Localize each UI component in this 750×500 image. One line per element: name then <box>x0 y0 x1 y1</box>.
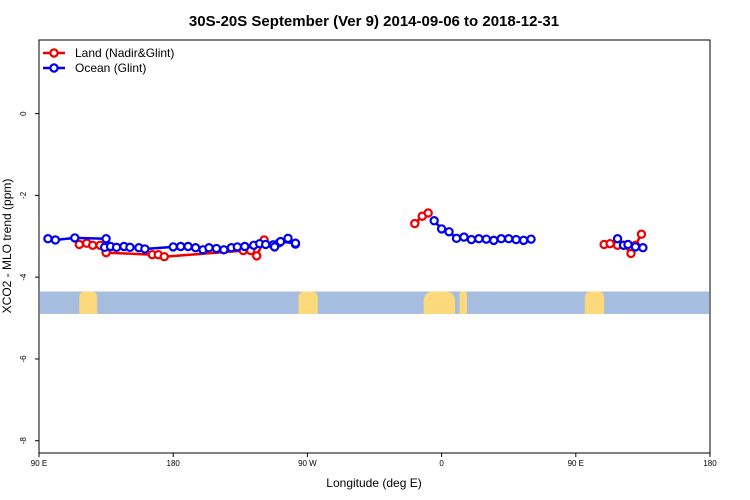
land-patch <box>298 291 318 314</box>
ocean-data-point <box>518 235 529 246</box>
ocean-band <box>40 291 709 314</box>
legend-land-marker <box>49 48 59 58</box>
y-axis-label: XCO2 - MLO trend (ppm) <box>0 179 14 314</box>
ocean-data-point <box>204 243 214 253</box>
land-data-point <box>605 238 615 249</box>
land-data-point <box>410 218 420 229</box>
legend-ocean-marker <box>49 63 59 73</box>
ocean-data-point <box>175 241 186 252</box>
ocean-data-point <box>260 239 271 250</box>
chart-title: 30S-20S September (Ver 9) 2014-09-06 to … <box>189 13 559 30</box>
legend-land-label: Land (Nadir&Glint) <box>75 46 174 60</box>
ocean-data-point <box>526 234 536 244</box>
ocean-data-point <box>481 234 492 244</box>
land-data-point <box>636 229 647 239</box>
plot-frame <box>38 39 711 454</box>
x-axis: 90 E 180 90 W 0 90 E 180 <box>31 453 717 468</box>
latitude-band <box>40 291 709 314</box>
ocean-data-point <box>168 242 178 252</box>
ocean-data-point <box>638 243 648 253</box>
ocean-data-point <box>496 234 506 244</box>
ocean-data-point <box>612 234 623 244</box>
ocean-data-point <box>269 242 280 252</box>
ocean-data-point <box>630 242 641 252</box>
land-data-point <box>252 251 262 261</box>
ocean-data-point <box>50 235 61 245</box>
y-tick-label: -4 <box>19 273 28 281</box>
land-patch <box>459 291 467 314</box>
series-layer <box>43 208 648 262</box>
y-tick-label: 0 <box>19 111 28 116</box>
ocean-data-point <box>511 234 521 245</box>
y-axis: 0 -2 -4 -6 -8 <box>19 111 39 444</box>
land-patch <box>423 291 456 314</box>
ocean-data-point <box>43 234 53 244</box>
land-data-point <box>87 240 98 250</box>
ocean-data-point <box>101 234 111 244</box>
ocean-data-point <box>283 233 293 244</box>
ocean-data-point <box>623 239 633 250</box>
x-tick-label: 90 W <box>298 459 317 468</box>
ocean-data-point <box>451 233 462 244</box>
y-tick-label: -6 <box>19 355 28 363</box>
x-tick-label: 180 <box>703 459 717 468</box>
ocean-data-point <box>459 232 469 242</box>
ocean-data-point <box>183 241 193 252</box>
ocean-data-point <box>275 236 286 247</box>
land-data-point <box>626 248 636 259</box>
x-tick-label: 0 <box>439 459 444 468</box>
ocean-data-point <box>232 242 243 252</box>
x-tick-label: 90 E <box>568 459 584 468</box>
ocean-data-point <box>489 235 499 246</box>
x-tick-label: 180 <box>167 459 181 468</box>
ocean-data-point <box>219 245 229 255</box>
ocean-data-point <box>474 234 484 244</box>
y-tick-label: -8 <box>19 437 28 445</box>
ocean-data-point <box>444 227 454 237</box>
ocean-data-point <box>429 216 439 226</box>
x-axis-label: Longitude (deg E) <box>326 476 421 490</box>
ocean-data-point <box>504 234 514 244</box>
land-patch <box>79 291 98 314</box>
land-data-point <box>159 252 169 262</box>
ocean-data-point <box>436 224 447 234</box>
ocean-data-point <box>125 242 135 253</box>
ocean-data-point <box>140 244 150 254</box>
x-tick-label: 90 E <box>31 459 47 468</box>
land-data-point <box>423 208 433 218</box>
y-tick-label: -2 <box>19 191 28 199</box>
ocean-data-point <box>190 243 201 253</box>
land-patch <box>584 291 605 314</box>
ocean-data-point <box>290 238 301 248</box>
ocean-data-point <box>211 243 222 254</box>
ocean-data-point <box>70 233 80 243</box>
ocean-data-point <box>240 241 250 252</box>
legend-ocean-label: Ocean (Glint) <box>75 61 146 75</box>
ocean-data-point <box>466 234 477 245</box>
ocean-data-point <box>111 242 122 253</box>
legend: Land (Nadir&Glint)Ocean (Glint) <box>43 46 174 75</box>
